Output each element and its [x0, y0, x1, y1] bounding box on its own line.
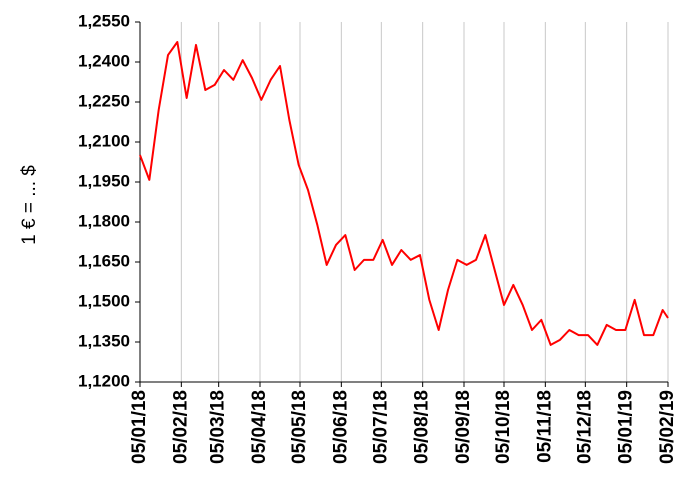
x-tick-label: 05/07/18 [370, 390, 391, 464]
y-tick-label: 1,1500 [78, 291, 130, 310]
y-tick-label: 1,2400 [78, 51, 130, 70]
x-tick-label: 05/03/18 [208, 390, 229, 464]
x-tick-label: 05/01/18 [129, 390, 150, 464]
x-tick-label: 05/06/18 [330, 390, 351, 464]
y-tick-label: 1,1950 [78, 171, 130, 190]
x-tick-label: 05/02/18 [170, 390, 191, 464]
y-tick-label: 1,1350 [78, 331, 130, 350]
x-tick-label: 05/10/18 [493, 390, 514, 464]
y-tick-label: 1,1650 [78, 251, 130, 270]
y-tick-label: 1,1200 [78, 371, 130, 390]
x-tick-label: 05/11/18 [534, 390, 555, 463]
x-tick-label: 05/05/18 [289, 390, 310, 464]
line-series [139, 41, 669, 346]
y-tick-label: 1,1800 [78, 211, 130, 230]
x-tick-label: 05/02/19 [657, 390, 678, 464]
x-tick-label: 05/09/18 [453, 390, 474, 464]
y-axis-label: 1 € = ... $ [19, 165, 40, 245]
y-tick-label: 1,2250 [78, 91, 130, 110]
x-tick-label: 05/08/18 [412, 390, 433, 464]
y-tick-label: 1,2550 [78, 11, 130, 30]
x-tick-label: 05/04/18 [249, 390, 270, 464]
x-tick-label: 05/12/18 [574, 390, 595, 464]
y-tick-label: 1,2100 [78, 131, 130, 150]
x-tick-label: 05/01/19 [616, 390, 637, 464]
